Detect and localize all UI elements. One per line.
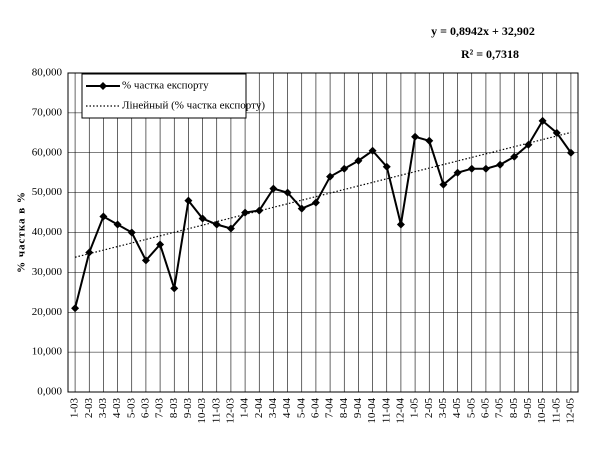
x-tick-label: 5-05 bbox=[465, 398, 477, 419]
data-point bbox=[566, 148, 575, 157]
data-point bbox=[425, 136, 434, 145]
data-point bbox=[354, 156, 363, 165]
data-point bbox=[326, 172, 335, 181]
y-tick-label: 30,000 bbox=[32, 266, 63, 278]
x-tick-label: 5-03 bbox=[125, 398, 137, 419]
data-point bbox=[226, 224, 235, 233]
data-point bbox=[311, 198, 320, 207]
y-tick-label: 70,000 bbox=[32, 106, 63, 118]
x-tick-label: 7-05 bbox=[494, 398, 506, 419]
y-tick-label: 0,000 bbox=[37, 386, 62, 398]
trend-r2: R² = 0,7318 bbox=[461, 47, 519, 61]
data-point bbox=[510, 152, 519, 161]
y-axis-label: % частка в % bbox=[16, 191, 28, 273]
x-tick-label: 12-05 bbox=[564, 398, 576, 424]
y-tick-label: 40,000 bbox=[32, 226, 63, 238]
data-point bbox=[467, 164, 476, 173]
data-point bbox=[99, 212, 108, 221]
y-tick-label: 60,000 bbox=[32, 146, 63, 158]
x-tick-label: 7-04 bbox=[324, 398, 336, 419]
data-point bbox=[396, 220, 405, 229]
x-tick-label: 6-04 bbox=[309, 398, 321, 419]
data-point bbox=[255, 206, 264, 215]
data-point bbox=[71, 304, 80, 313]
x-tick-label: 7-03 bbox=[154, 398, 166, 419]
x-tick-label: 10-04 bbox=[366, 398, 378, 424]
x-tick-label: 12-04 bbox=[394, 398, 406, 424]
data-point bbox=[198, 214, 207, 223]
data-point bbox=[368, 146, 377, 155]
data-point bbox=[269, 184, 278, 193]
x-tick-label: 11-05 bbox=[550, 398, 562, 424]
x-tick-label: 9-04 bbox=[352, 398, 364, 419]
x-tick-label: 8-05 bbox=[508, 398, 520, 419]
trend-equation: y = 0,8942x + 32,902 bbox=[431, 24, 535, 38]
data-point bbox=[297, 204, 306, 213]
x-tick-label: 9-05 bbox=[522, 398, 534, 419]
x-tick-label: 3-04 bbox=[267, 398, 279, 419]
plot-frame bbox=[67, 72, 579, 393]
x-tick-label: 6-03 bbox=[139, 398, 151, 419]
data-point bbox=[481, 164, 490, 173]
data-point bbox=[184, 196, 193, 205]
legend-label: Лінейный (% частка експорту) bbox=[122, 100, 265, 112]
x-tick-label: 5-04 bbox=[295, 398, 307, 419]
y-tick-label: 10,000 bbox=[32, 346, 63, 358]
x-tick-label: 10-03 bbox=[196, 398, 208, 424]
x-tick-label: 4-04 bbox=[281, 398, 293, 419]
data-point bbox=[113, 220, 122, 229]
data-point bbox=[552, 128, 561, 137]
data-point bbox=[85, 248, 94, 257]
trend-line bbox=[74, 131, 572, 258]
x-tick-label: 10-05 bbox=[536, 398, 548, 424]
x-tick-label: 2-03 bbox=[83, 398, 95, 419]
x-tick-label: 2-04 bbox=[253, 398, 265, 419]
data-point bbox=[496, 160, 505, 169]
x-tick-label: 4-03 bbox=[111, 398, 123, 419]
data-point bbox=[212, 220, 221, 229]
legend-label: % частка експорту bbox=[122, 80, 209, 92]
x-tick-label: 11-04 bbox=[380, 398, 392, 424]
data-point bbox=[141, 256, 150, 265]
legend-marker bbox=[99, 82, 107, 90]
x-tick-label: 4-05 bbox=[451, 398, 463, 419]
series-line bbox=[74, 119, 572, 309]
y-tick-label: 80,000 bbox=[32, 67, 63, 79]
x-tick-label: 8-04 bbox=[338, 398, 350, 419]
data-point bbox=[156, 240, 165, 249]
data-point bbox=[340, 164, 349, 173]
y-tick-label: 50,000 bbox=[32, 186, 63, 198]
x-tick-label: 1-05 bbox=[409, 398, 421, 419]
data-point bbox=[411, 132, 420, 141]
data-point bbox=[453, 168, 462, 177]
legend-box bbox=[81, 73, 247, 119]
x-tick-label: 12-03 bbox=[224, 398, 236, 424]
x-tick-label: 6-05 bbox=[479, 398, 491, 419]
data-point bbox=[382, 162, 391, 171]
x-tick-label: 3-05 bbox=[437, 398, 449, 419]
x-tick-label: 9-03 bbox=[182, 398, 194, 419]
x-tick-label: 11-03 bbox=[210, 398, 222, 424]
x-tick-label: 8-03 bbox=[168, 398, 180, 419]
x-tick-label: 1-04 bbox=[239, 398, 251, 419]
data-point bbox=[283, 188, 292, 197]
data-point bbox=[439, 180, 448, 189]
data-point bbox=[127, 228, 136, 237]
x-tick-label: 3-03 bbox=[97, 398, 109, 419]
data-point bbox=[241, 208, 250, 217]
data-point bbox=[524, 140, 533, 149]
data-point bbox=[538, 116, 547, 125]
data-point bbox=[170, 284, 179, 293]
x-tick-label: 2-05 bbox=[423, 398, 435, 419]
x-tick-label: 1-03 bbox=[69, 398, 81, 419]
y-tick-label: 20,000 bbox=[32, 306, 63, 318]
